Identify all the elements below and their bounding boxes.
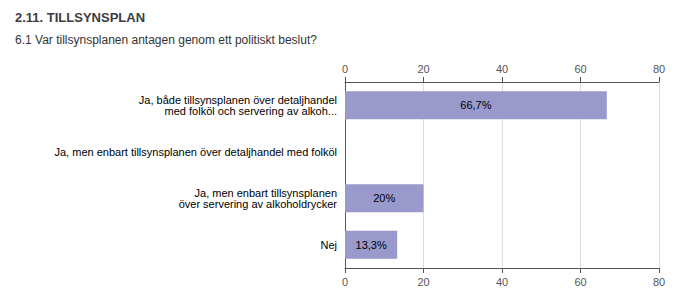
svg-text:40: 40 [496, 63, 508, 75]
svg-text:Ja, men enbart tillsynsplanen: Ja, men enbart tillsynsplanen [194, 186, 337, 199]
svg-text:0: 0 [342, 276, 348, 288]
svg-text:6.1 Var tillsynsplanen antagen: 6.1 Var tillsynsplanen antagen genom ett… [15, 33, 317, 47]
svg-text:Nej: Nej [320, 239, 337, 251]
svg-text:20: 20 [417, 63, 429, 75]
svg-text:med folköl och servering av al: med folköl och servering av alkoh... [165, 105, 337, 117]
svg-text:66,7%: 66,7% [460, 99, 491, 111]
svg-text:20: 20 [417, 276, 429, 288]
svg-text:0: 0 [342, 63, 348, 75]
svg-text:20%: 20% [373, 192, 395, 204]
svg-text:13,3%: 13,3% [355, 239, 386, 251]
svg-text:Ja, både tillsynsplanen över d: Ja, både tillsynsplanen över detaljhande… [138, 93, 337, 106]
svg-text:över servering av alkoholdryck: över servering av alkoholdrycker [179, 198, 338, 210]
svg-text:80: 80 [653, 276, 665, 288]
svg-text:2.11. TILLSYNSPLAN: 2.11. TILLSYNSPLAN [15, 10, 145, 25]
svg-text:40: 40 [496, 276, 508, 288]
svg-text:60: 60 [574, 276, 586, 288]
svg-text:80: 80 [653, 63, 665, 75]
svg-text:60: 60 [574, 63, 586, 75]
svg-text:Ja, men enbart tillsynsplanen: Ja, men enbart tillsynsplanen över detal… [55, 146, 338, 158]
